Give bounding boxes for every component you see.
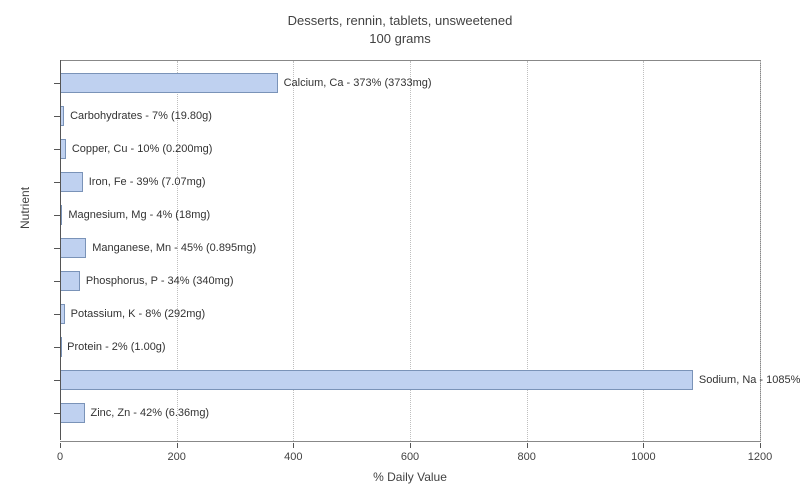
bar [60, 172, 83, 192]
bar-row: Potassium, K - 8% (292mg) [60, 304, 760, 324]
title-line-2: 100 grams [369, 31, 430, 46]
chart-container: Desserts, rennin, tablets, unsweetened 1… [0, 0, 800, 500]
bar-label: Potassium, K - 8% (292mg) [65, 304, 206, 324]
plot-area: 020040060080010001200Calcium, Ca - 373% … [60, 60, 761, 442]
title-line-1: Desserts, rennin, tablets, unsweetened [288, 13, 513, 28]
x-tick-label: 1000 [631, 451, 655, 463]
y-axis-title: Nutrient [18, 187, 32, 229]
bar [60, 238, 86, 258]
bar-row: Carbohydrates - 7% (19.80g) [60, 106, 760, 126]
bar [60, 370, 693, 390]
x-tick [410, 443, 411, 448]
bar [60, 73, 278, 93]
bar-row: Protein - 2% (1.00g) [60, 337, 760, 357]
x-tick-label: 600 [401, 451, 419, 463]
bar-row: Manganese, Mn - 45% (0.895mg) [60, 238, 760, 258]
x-tick-label: 800 [517, 451, 535, 463]
x-tick-label: 200 [167, 451, 185, 463]
bar-label: Copper, Cu - 10% (0.200mg) [66, 139, 213, 159]
x-axis-title: % Daily Value [60, 470, 760, 484]
x-tick [60, 443, 61, 448]
y-axis-line [60, 60, 61, 440]
bar [60, 403, 85, 423]
x-tick [643, 443, 644, 448]
bar-row: Calcium, Ca - 373% (3733mg) [60, 73, 760, 93]
x-tick-label: 400 [284, 451, 302, 463]
x-tick [177, 443, 178, 448]
bar-label: Protein - 2% (1.00g) [61, 337, 165, 357]
chart-title: Desserts, rennin, tablets, unsweetened 1… [0, 0, 800, 47]
bar-label: Magnesium, Mg - 4% (18mg) [62, 205, 210, 225]
bar-label: Carbohydrates - 7% (19.80g) [64, 106, 212, 126]
bar-label: Iron, Fe - 39% (7.07mg) [83, 172, 206, 192]
bar-row: Iron, Fe - 39% (7.07mg) [60, 172, 760, 192]
bar-row: Phosphorus, P - 34% (340mg) [60, 271, 760, 291]
x-tick [527, 443, 528, 448]
bar [60, 271, 80, 291]
x-tick [293, 443, 294, 448]
bar-label: Zinc, Zn - 42% (6.36mg) [85, 403, 210, 423]
bar-label: Manganese, Mn - 45% (0.895mg) [86, 238, 256, 258]
bar-label: Sodium, Na - 1085% (26050mg) [693, 370, 800, 390]
bar-row: Copper, Cu - 10% (0.200mg) [60, 139, 760, 159]
bar-row: Sodium, Na - 1085% (26050mg) [60, 370, 760, 390]
bar-label: Phosphorus, P - 34% (340mg) [80, 271, 234, 291]
x-tick-label: 0 [57, 451, 63, 463]
bar-row: Zinc, Zn - 42% (6.36mg) [60, 403, 760, 423]
x-tick [760, 443, 761, 448]
bar-label: Calcium, Ca - 373% (3733mg) [278, 73, 432, 93]
x-tick-label: 1200 [748, 451, 772, 463]
bar-row: Magnesium, Mg - 4% (18mg) [60, 205, 760, 225]
